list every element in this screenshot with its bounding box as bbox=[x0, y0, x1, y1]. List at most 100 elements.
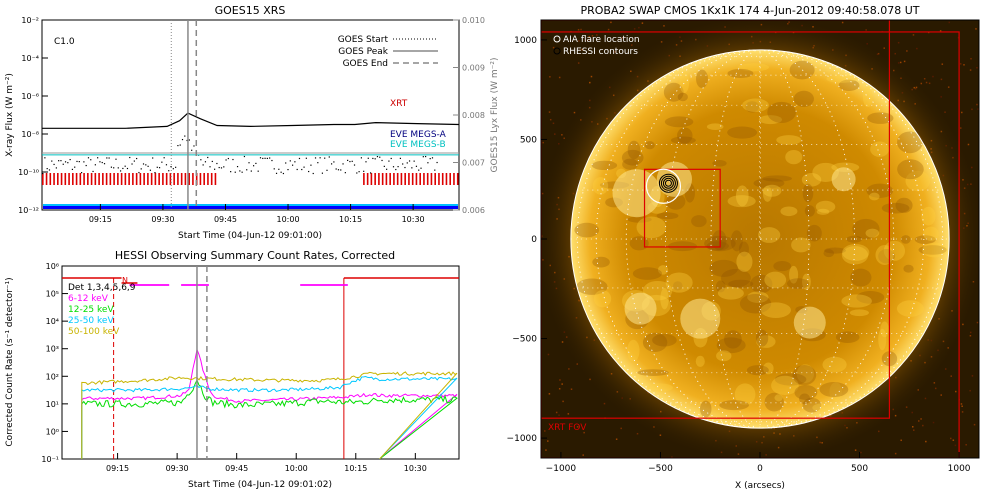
lyx-point bbox=[386, 168, 388, 170]
rhessi-coverage-tick bbox=[113, 173, 115, 185]
noise-pixel bbox=[971, 375, 974, 377]
lyx-point bbox=[429, 158, 431, 160]
disk-feature bbox=[755, 329, 769, 347]
rhessi-coverage-tick bbox=[404, 173, 406, 185]
disk-feature bbox=[758, 227, 781, 243]
noise-pixel bbox=[663, 25, 665, 27]
lyx-point bbox=[124, 165, 126, 167]
xrt-label: XRT bbox=[390, 99, 408, 109]
lyx-point bbox=[305, 157, 307, 159]
rhessi-coverage-tick bbox=[180, 173, 183, 185]
noise-pixel bbox=[899, 61, 902, 64]
disk-feature bbox=[856, 290, 885, 304]
disk-feature bbox=[666, 193, 686, 210]
disk-feature bbox=[642, 280, 673, 301]
noise-pixel bbox=[610, 21, 612, 24]
goes-legend: GOES Start GOES Peak GOES End bbox=[338, 35, 438, 69]
rhessi-coverage-tick bbox=[139, 173, 142, 185]
noise-pixel bbox=[912, 34, 915, 36]
goes-xtick-label: 09:45 bbox=[214, 215, 237, 224]
disk-feature bbox=[727, 195, 756, 208]
noise-pixel bbox=[878, 430, 880, 433]
lyx-point bbox=[415, 165, 418, 167]
noise-pixel bbox=[567, 413, 570, 415]
goes-xtick-label: 10:00 bbox=[276, 215, 299, 224]
goes-ylabel: X-ray Flux (W m⁻²) bbox=[5, 73, 15, 157]
noise-pixel bbox=[562, 400, 564, 403]
noise-pixel bbox=[894, 452, 897, 455]
rhessi-coverage-tick bbox=[173, 173, 175, 185]
noise-pixel bbox=[924, 397, 927, 400]
noise-pixel bbox=[925, 440, 927, 443]
lyx-point bbox=[83, 161, 85, 163]
goes-ytick-label: 10⁻¹² bbox=[18, 206, 39, 215]
disk-feature bbox=[719, 400, 749, 411]
noise-pixel bbox=[542, 141, 544, 144]
disk-feature bbox=[764, 392, 784, 412]
disk-feature bbox=[812, 403, 831, 412]
lyx-point bbox=[138, 171, 140, 174]
longitude-line bbox=[665, 49, 855, 429]
background-bands bbox=[43, 204, 458, 209]
disk-feature bbox=[760, 302, 791, 318]
rhessi-coverage-tick bbox=[449, 173, 452, 185]
goes-y2tick-label: 0.007 bbox=[462, 159, 485, 168]
disk-feature bbox=[716, 350, 732, 362]
disk-feature bbox=[576, 278, 608, 295]
noise-pixel bbox=[933, 382, 936, 384]
rhessi-coverage-tick bbox=[363, 173, 365, 185]
rhessi-coverage-tick bbox=[184, 173, 187, 185]
lyx-point bbox=[136, 157, 138, 160]
lyx-point bbox=[76, 160, 78, 163]
lyx-point bbox=[344, 172, 346, 174]
noise-pixel bbox=[973, 423, 976, 426]
lyx-point bbox=[335, 168, 337, 170]
lyx-point bbox=[214, 168, 216, 170]
goes-xtick-label: 10:30 bbox=[402, 215, 425, 224]
lyx-point bbox=[122, 167, 124, 170]
rhessi-coverage-tick bbox=[188, 173, 190, 185]
rhessi-coverage-tick bbox=[381, 173, 384, 185]
hessi-xtick-label: 10:00 bbox=[285, 464, 308, 473]
hessi-title: HESSI Observing Summary Count Rates, Cor… bbox=[115, 249, 395, 262]
lyx-point bbox=[230, 171, 232, 173]
noise-pixel bbox=[975, 28, 977, 30]
rhessi-coverage-tick bbox=[124, 173, 127, 185]
longitude-line bbox=[595, 49, 925, 429]
lyx-point bbox=[149, 169, 151, 171]
lyx-point bbox=[388, 160, 390, 162]
disk-feature bbox=[862, 86, 873, 108]
rhessi-coverage-tick bbox=[366, 173, 369, 185]
hessi-series-0 bbox=[81, 347, 458, 459]
noise-pixel bbox=[621, 37, 624, 39]
lyx-point bbox=[184, 135, 186, 137]
lyx-point bbox=[220, 167, 223, 169]
disk-feature bbox=[637, 369, 669, 376]
disk-feature bbox=[774, 373, 807, 386]
hessi-xtick-label: 10:30 bbox=[404, 464, 427, 473]
lyx-point bbox=[365, 161, 367, 163]
disk-feature bbox=[822, 356, 847, 373]
rhessi-coverage-tick bbox=[408, 173, 410, 185]
noise-pixel bbox=[954, 444, 957, 447]
lyx-point bbox=[186, 139, 188, 142]
noise-pixel bbox=[581, 48, 583, 51]
lyx-point bbox=[408, 160, 411, 162]
rhessi-coverage-tick bbox=[192, 173, 194, 185]
disk-feature bbox=[677, 92, 688, 102]
disk-feature bbox=[622, 158, 639, 170]
active-region bbox=[831, 167, 856, 192]
lyx-point bbox=[271, 159, 273, 162]
rhessi-coverage-tick bbox=[72, 173, 74, 185]
disk-feature bbox=[679, 71, 690, 94]
solar-disk bbox=[570, 49, 950, 429]
goes-ytick-label: 10⁻⁶ bbox=[21, 92, 39, 101]
disk-feature bbox=[652, 333, 677, 347]
rhessi-coverage-tick bbox=[445, 173, 448, 185]
disk-feature bbox=[727, 68, 754, 78]
swap-xtick-label: −1000 bbox=[546, 464, 577, 474]
noise-pixel bbox=[955, 390, 957, 393]
noise-pixel bbox=[960, 403, 963, 405]
lyx-point bbox=[287, 168, 289, 171]
disk-feature bbox=[824, 247, 846, 254]
